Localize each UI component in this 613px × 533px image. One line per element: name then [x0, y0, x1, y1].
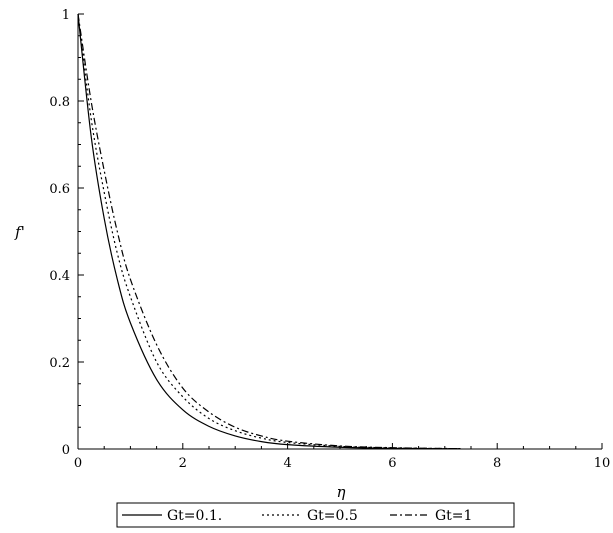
legend-label-3: Gt=1 — [435, 508, 472, 524]
x-tick-label: 2 — [179, 456, 187, 471]
x-axis-label: η — [337, 483, 346, 501]
series-line-1 — [77, 13, 461, 450]
y-tick-label: 0.8 — [49, 95, 70, 110]
x-tick-label: 6 — [388, 456, 396, 471]
legend-label-2: Gt=0.5 — [307, 508, 358, 524]
curves — [77, 13, 461, 450]
x-tick-label: 4 — [283, 456, 291, 471]
x-tick-label: 8 — [493, 456, 501, 471]
legend-box — [116, 502, 515, 528]
y-tick-label: 0 — [62, 443, 70, 458]
y-axis-label: f' — [14, 223, 25, 241]
y-tick-label: 1 — [62, 8, 70, 23]
tick-labels: 0 2 4 6 8 10 0 0.2 0.4 0.6 0.8 1 — [49, 8, 610, 471]
axes — [77, 14, 602, 450]
y-tick-label: 0.6 — [49, 182, 70, 197]
tick-marks — [77, 13, 603, 450]
x-tick-label: 0 — [74, 456, 82, 471]
legend: Gt=0.1. Gt=0.5 Gt=1 — [116, 502, 515, 528]
legend-label-1: Gt=0.1. — [167, 508, 222, 524]
y-tick-label: 0.4 — [49, 269, 70, 284]
series-line-2 — [77, 13, 461, 450]
y-tick-label: 0.2 — [49, 356, 70, 371]
x-tick-label: 10 — [594, 456, 611, 471]
series-line-3 — [77, 13, 461, 450]
